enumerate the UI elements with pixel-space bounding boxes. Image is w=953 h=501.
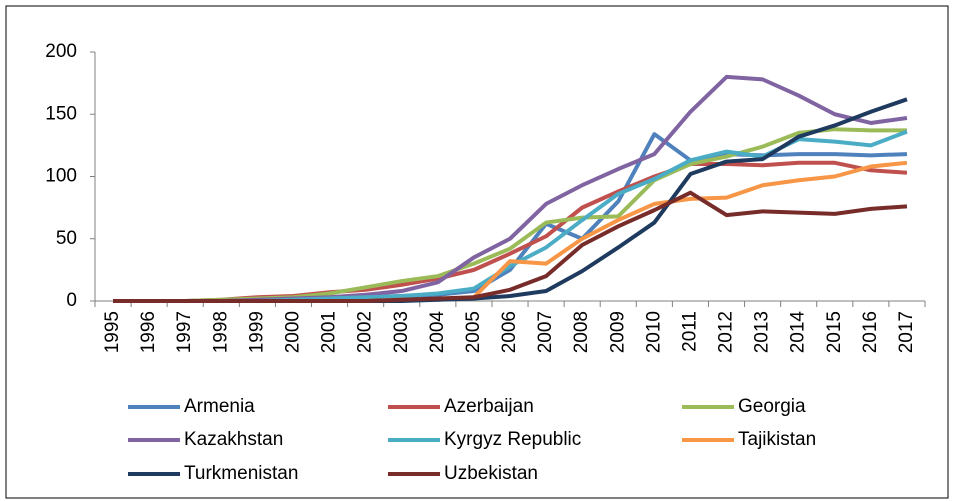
x-tick-label: 2006 [499,311,520,353]
x-tick-label: 2005 [463,311,484,353]
x-tick-label: 2016 [860,311,881,353]
y-tick-label: 200 [45,41,77,62]
x-tick-label: 1996 [138,311,159,353]
x-tick-label: 2013 [752,311,773,353]
x-tick-label: 2003 [391,311,412,353]
x-tick-label: 1999 [246,311,267,353]
x-tick-label: 2017 [896,311,917,353]
y-tick-label: 150 [45,103,77,124]
y-tick-label: 0 [66,290,77,311]
chart-border [5,5,949,499]
legend-label: Turkmenistan [184,463,298,484]
legend-label: Tajikistan [738,429,816,450]
series-line [113,190,908,303]
y-tick-label: 50 [56,228,77,249]
legend-label: Kazakhstan [184,429,283,450]
x-tick-label: 2004 [427,311,448,354]
x-tick-label: 2000 [282,311,303,353]
x-tick-label: 2009 [607,311,628,353]
legend-label: Azerbaijan [444,396,534,417]
legend-label: Uzbekistan [444,463,538,484]
x-tick-label: 2012 [716,311,737,353]
x-tick-label: 2002 [355,311,376,353]
x-tick-label: 2011 [679,311,700,352]
x-tick-label: 2007 [535,311,556,353]
x-tick-label: 2001 [319,311,340,353]
legend-label: Georgia [738,396,806,417]
x-tick-label: 2008 [571,311,592,353]
y-tick-label: 100 [45,166,77,187]
legend-label: Armenia [184,396,255,417]
legend-label: Kyrgyz Republic [444,429,581,450]
x-tick-label: 2010 [643,311,664,353]
x-tick-label: 2015 [824,311,845,353]
x-tick-label: 2014 [788,311,809,354]
x-tick-label: 1998 [210,311,231,353]
x-tick-label: 1997 [174,311,195,353]
x-tick-label: 1995 [102,311,123,353]
